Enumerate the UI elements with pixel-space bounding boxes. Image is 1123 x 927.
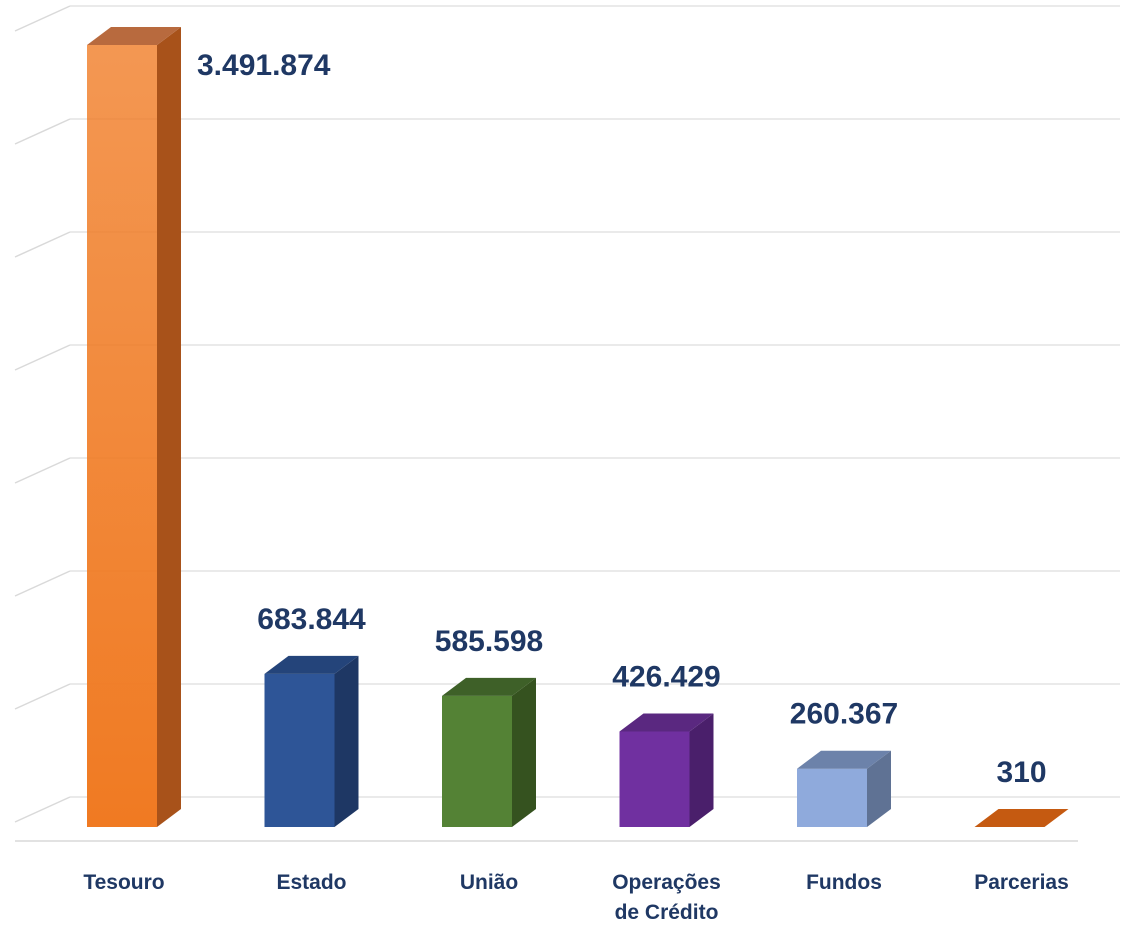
bar-side — [334, 655, 359, 827]
category-label: União — [460, 871, 518, 894]
category-label: Parcerias — [974, 871, 1069, 894]
bar-operaes-decrdito — [619, 713, 714, 827]
gridline-diagonal — [14, 5, 71, 32]
gridline-diagonal — [14, 796, 71, 823]
bar-top — [974, 809, 1069, 827]
gridline-diagonal — [14, 457, 71, 484]
gridlines — [14, 5, 1120, 842]
bars — [87, 27, 1069, 827]
value-label: 585.598 — [435, 625, 543, 658]
bar-front — [797, 768, 867, 827]
value-label: 683.844 — [257, 603, 366, 636]
category-label: Fundos — [806, 871, 882, 894]
bar-parcerias — [974, 809, 1069, 827]
category-label: Tesouro — [83, 871, 164, 894]
bar-top — [264, 655, 359, 674]
value-label: 3.491.874 — [197, 49, 331, 82]
bar-side — [867, 750, 891, 827]
gridline-diagonal — [14, 231, 71, 258]
bar-front — [264, 673, 335, 827]
category-label: Estado — [276, 871, 346, 894]
bar-top — [797, 750, 891, 769]
value-labels: 3.491.874 683.844 585.598 426.429 260.367 310 — [197, 49, 1047, 789]
bar-tesouro — [87, 27, 181, 827]
bar-front — [442, 695, 512, 827]
bar-side — [157, 27, 181, 827]
bar-side — [689, 713, 714, 827]
value-label: 310 — [996, 756, 1046, 789]
value-label: 426.429 — [612, 661, 720, 694]
bar-estado — [264, 655, 359, 827]
gridline-diagonal — [14, 570, 71, 597]
bar-top — [442, 677, 536, 696]
bar-top — [87, 27, 181, 45]
bar-top — [619, 713, 714, 732]
category-labels: Tesouro Estado União Operações de Crédito Fun… — [83, 871, 1068, 924]
bar-fundos — [797, 750, 891, 827]
bar-front — [87, 45, 157, 827]
bar-unio — [442, 677, 536, 827]
value-label: 260.367 — [790, 698, 898, 731]
gridline-diagonal — [14, 344, 71, 371]
category-label: Operações de Crédito — [612, 871, 721, 924]
bar-front — [619, 731, 690, 827]
gridline-diagonal — [14, 683, 71, 710]
gridline-diagonal — [14, 118, 71, 145]
bar-side — [512, 677, 536, 827]
